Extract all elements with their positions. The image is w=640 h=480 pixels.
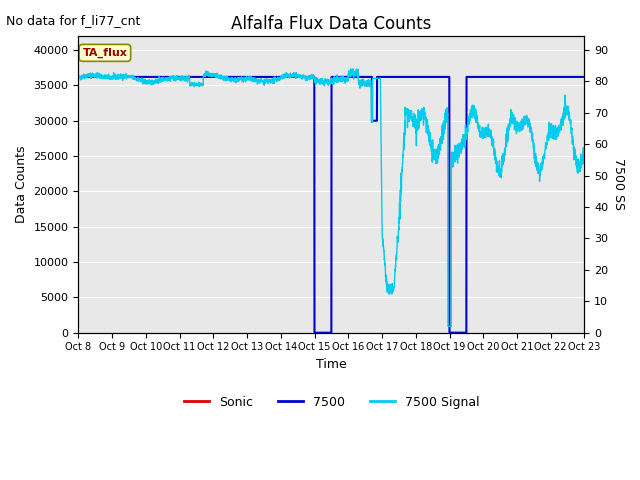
Y-axis label: 7500 SS: 7500 SS <box>612 158 625 210</box>
Legend: Sonic, 7500, 7500 Signal: Sonic, 7500, 7500 Signal <box>179 391 484 414</box>
X-axis label: Time: Time <box>316 358 347 371</box>
Y-axis label: Data Counts: Data Counts <box>15 145 28 223</box>
Text: TA_flux: TA_flux <box>83 48 127 58</box>
Title: Alfalfa Flux Data Counts: Alfalfa Flux Data Counts <box>231 15 431 33</box>
Text: No data for f_li77_cnt: No data for f_li77_cnt <box>6 14 141 27</box>
